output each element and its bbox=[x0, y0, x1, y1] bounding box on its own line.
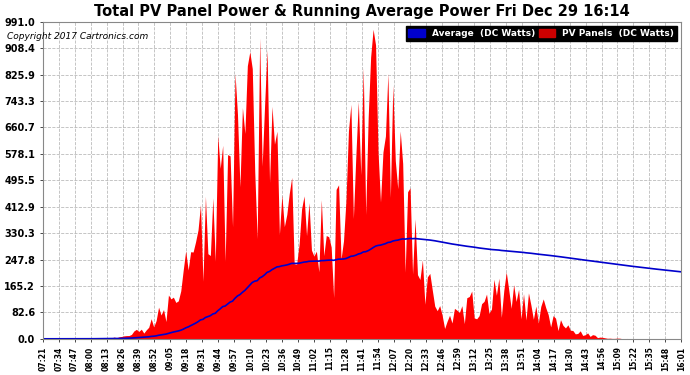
Legend: Average  (DC Watts), PV Panels  (DC Watts): Average (DC Watts), PV Panels (DC Watts) bbox=[406, 26, 677, 40]
Title: Total PV Panel Power & Running Average Power Fri Dec 29 16:14: Total PV Panel Power & Running Average P… bbox=[94, 4, 630, 19]
Text: Copyright 2017 Cartronics.com: Copyright 2017 Cartronics.com bbox=[7, 32, 148, 41]
